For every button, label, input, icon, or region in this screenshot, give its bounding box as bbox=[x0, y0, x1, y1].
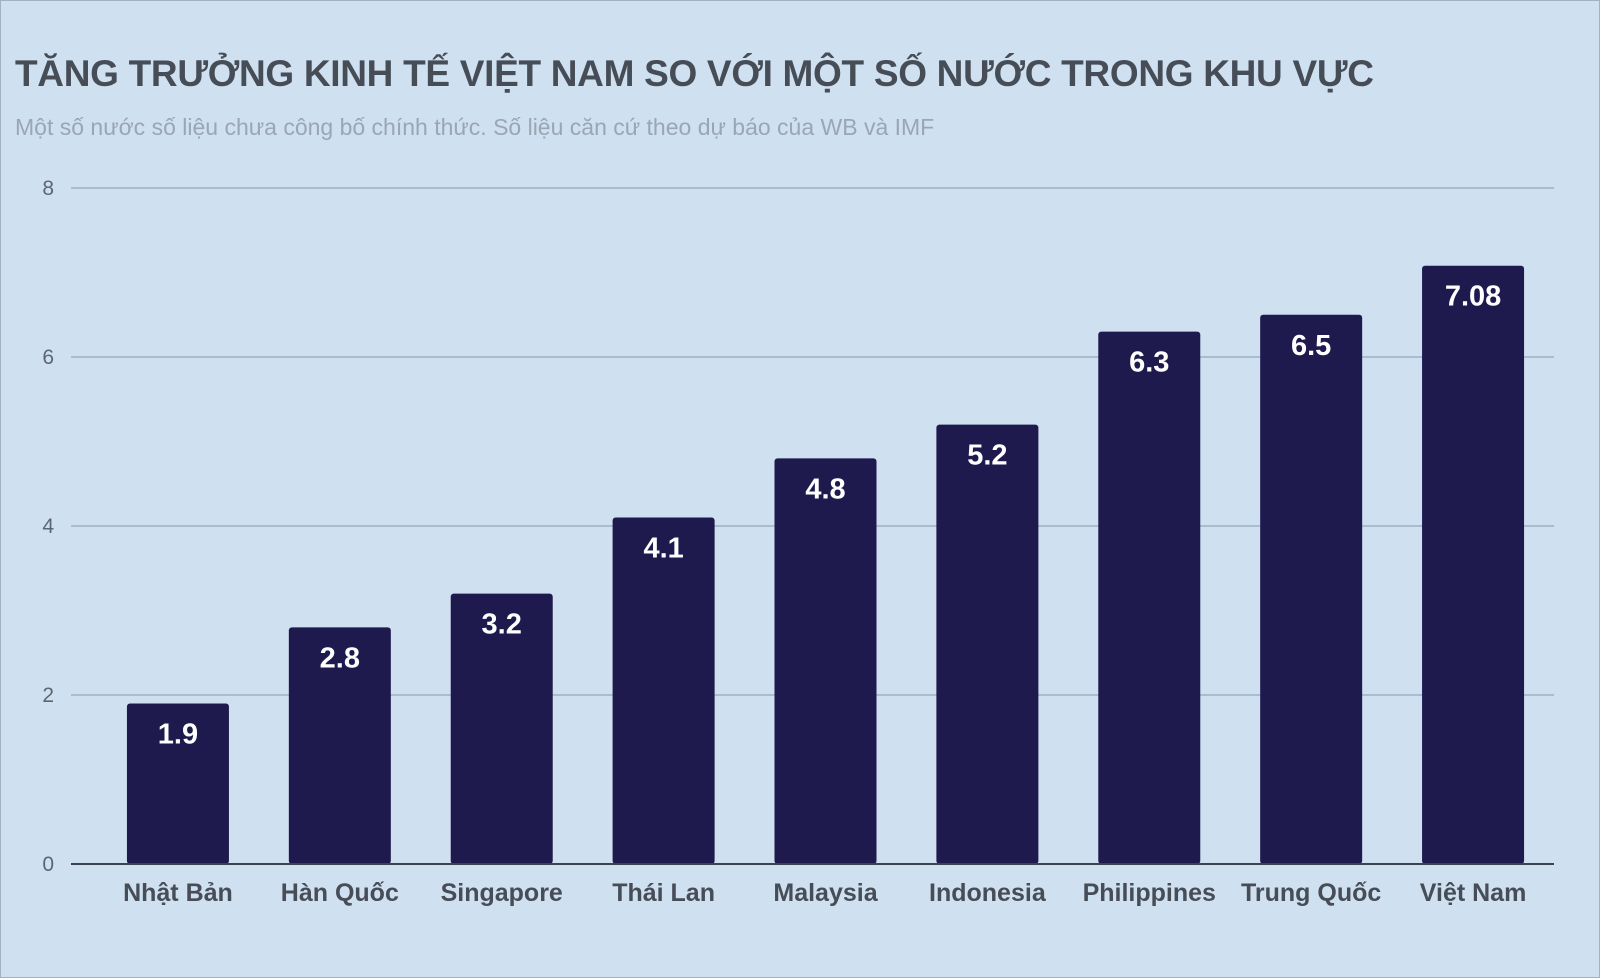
x-tick-label: Nhật Bản bbox=[123, 879, 233, 907]
data-label: 1.9 bbox=[158, 718, 198, 750]
data-label: 4.8 bbox=[805, 473, 845, 505]
data-label: 2.8 bbox=[320, 642, 360, 674]
y-tick-label: 8 bbox=[42, 177, 54, 200]
bar bbox=[1422, 265, 1525, 864]
data-label: 4.1 bbox=[643, 533, 683, 565]
data-label: 7.08 bbox=[1445, 281, 1501, 313]
data-label: 6.3 bbox=[1129, 347, 1169, 379]
x-tick-label: Hàn Quốc bbox=[281, 879, 399, 907]
bar bbox=[126, 703, 229, 864]
bar bbox=[288, 627, 391, 864]
y-tick-label: 2 bbox=[42, 684, 54, 707]
y-tick-label: 4 bbox=[42, 515, 54, 538]
data-label: 3.2 bbox=[482, 609, 522, 641]
y-tick-label: 6 bbox=[42, 346, 54, 369]
x-tick-label: Việt Nam bbox=[1420, 879, 1527, 907]
data-label: 6.5 bbox=[1291, 330, 1331, 362]
bar bbox=[1260, 314, 1363, 864]
bar bbox=[450, 593, 553, 864]
x-tick-label: Indonesia bbox=[929, 879, 1047, 907]
x-tick-label: Trung Quốc bbox=[1241, 879, 1381, 907]
x-tick-label: Malaysia bbox=[773, 879, 878, 907]
bar bbox=[936, 424, 1039, 864]
bar bbox=[612, 517, 715, 864]
x-tick-label: Thái Lan bbox=[612, 879, 715, 907]
bar bbox=[1098, 331, 1201, 864]
x-tick-label: Philippines bbox=[1083, 879, 1216, 907]
data-label: 5.2 bbox=[967, 440, 1007, 472]
x-tick-label: Singapore bbox=[441, 879, 563, 907]
bar bbox=[774, 458, 877, 864]
chart-title: TĂNG TRƯỞNG KINH TẾ VIỆT NAM SO VỚI MỘT … bbox=[15, 53, 1374, 94]
chart-subtitle: Một số nước số liệu chưa công bố chính t… bbox=[15, 114, 935, 140]
y-tick-label: 0 bbox=[42, 853, 54, 876]
